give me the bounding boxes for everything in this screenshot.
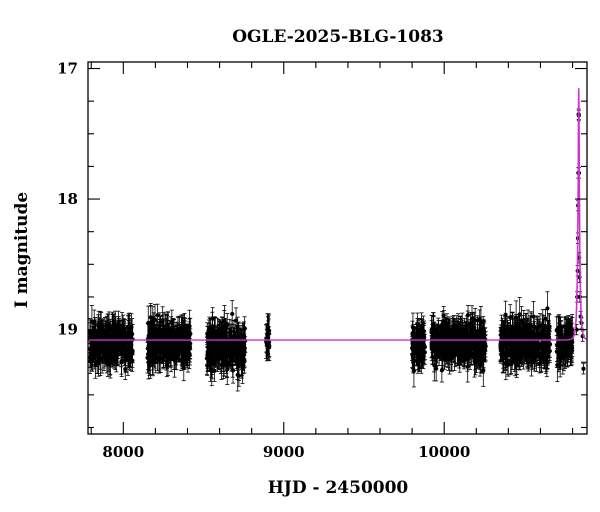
data-point <box>209 334 215 366</box>
data-point <box>146 345 151 380</box>
data-point <box>160 314 165 349</box>
model-curve <box>88 88 587 341</box>
data-point <box>450 334 456 354</box>
data-point <box>581 363 586 375</box>
data-point <box>411 349 416 370</box>
data-point <box>230 300 235 328</box>
data-point <box>454 315 459 337</box>
data-point <box>224 345 229 378</box>
data-point <box>233 332 238 356</box>
data-point <box>127 339 132 365</box>
x-tick-label: 9000 <box>263 443 305 461</box>
data-point <box>164 336 169 371</box>
data-point <box>228 331 233 354</box>
y-tick-label: 17 <box>57 60 78 78</box>
data-point <box>439 358 444 383</box>
data-point <box>147 324 153 352</box>
data-point <box>236 321 241 355</box>
data-point <box>185 340 191 373</box>
data-point <box>221 349 226 379</box>
y-tick-label: 18 <box>57 190 78 208</box>
data-point <box>180 314 185 348</box>
data-point <box>466 325 471 347</box>
x-tick-label: 8000 <box>102 443 144 461</box>
data-point <box>116 310 121 339</box>
data-point <box>123 332 128 355</box>
model-peak-line <box>571 88 586 339</box>
data-point <box>462 318 467 348</box>
x-tick-label: 10000 <box>418 443 470 461</box>
data-point <box>414 332 420 362</box>
data-point <box>239 344 244 377</box>
data-point <box>164 315 170 349</box>
data-point <box>267 334 272 357</box>
data-point <box>167 326 172 350</box>
data-point <box>181 324 186 348</box>
chart-title: OGLE-2025-BLG-1083 <box>232 27 444 47</box>
data-point <box>420 334 425 361</box>
data-point <box>441 320 446 355</box>
data-point <box>130 337 135 368</box>
data-point <box>458 337 464 365</box>
y-axis-label: I magnitude <box>12 192 32 309</box>
data-point <box>173 335 178 370</box>
data-point <box>110 337 115 363</box>
data-point <box>444 337 449 362</box>
data-point <box>465 304 471 326</box>
data-point <box>216 343 221 370</box>
data-point <box>465 350 470 383</box>
data-point <box>473 329 478 360</box>
data-point <box>441 306 446 326</box>
data-point <box>469 326 474 359</box>
x-axis-label: HJD - 2450000 <box>268 478 409 498</box>
data-point <box>483 334 488 358</box>
data-point <box>477 341 482 367</box>
plot-frame <box>87 61 588 435</box>
data-point <box>205 325 210 349</box>
data-point <box>91 321 96 344</box>
data-points <box>88 108 586 392</box>
axes: 8000 9000 10000 17 18 19 <box>57 60 588 461</box>
data-point <box>417 342 422 368</box>
data-point <box>123 336 128 362</box>
model-curve-line <box>88 89 587 341</box>
y-tick-label: 19 <box>57 321 78 339</box>
data-point <box>211 341 216 366</box>
data-point <box>224 324 229 360</box>
data-point <box>108 321 113 355</box>
data-point <box>215 330 220 355</box>
data-point <box>481 319 486 342</box>
data-point <box>98 321 103 347</box>
